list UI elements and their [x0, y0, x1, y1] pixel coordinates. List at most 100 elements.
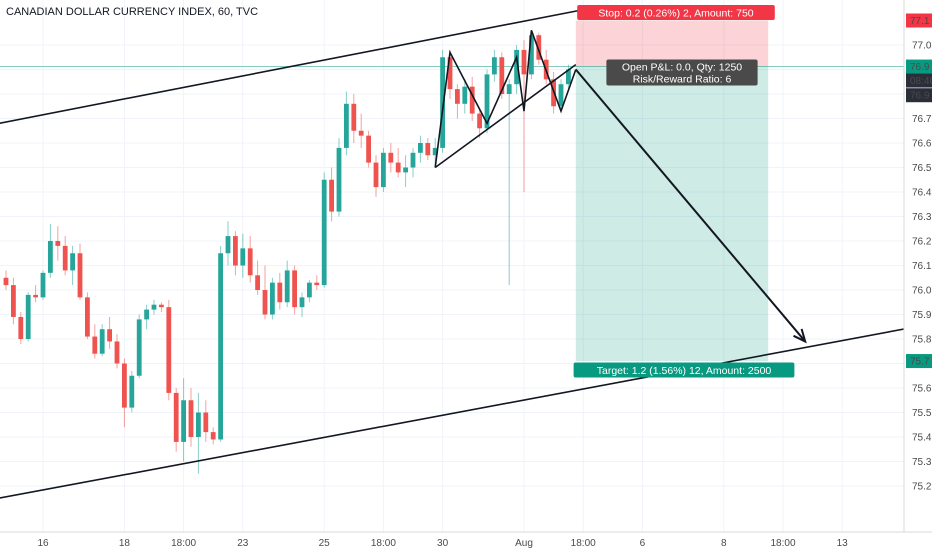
y-tick-label: 76.6 — [912, 139, 932, 150]
stop-zone — [575, 20, 769, 67]
forecast-arrow — [575, 68, 806, 343]
candle-body — [321, 179, 327, 286]
trend-line — [0, 7, 591, 124]
y-tick-label: 75.5 — [912, 408, 932, 419]
stop-label-box — [577, 5, 775, 20]
candle-body — [514, 49, 519, 85]
candle-body — [314, 282, 320, 286]
candle-body — [351, 103, 357, 131]
x-tick-label: Aug — [515, 538, 533, 549]
candle-body — [344, 103, 349, 148]
candle-body — [381, 152, 386, 188]
candle-body — [77, 253, 83, 298]
x-tick-label: 23 — [237, 538, 249, 549]
price-label-box — [906, 354, 932, 369]
candle-body — [25, 294, 31, 339]
candle-body — [299, 297, 305, 308]
y-tick-label: 76.4 — [912, 188, 932, 199]
candle-body — [336, 147, 342, 212]
candle-body — [499, 57, 505, 94]
candle-body — [425, 143, 431, 156]
candle-body — [136, 319, 142, 376]
candle-body — [366, 135, 371, 163]
target-zone — [575, 66, 769, 362]
x-tick-label: 18:00 — [371, 538, 396, 549]
candle-body — [210, 432, 216, 440]
chart-title: CANADIAN DOLLAR CURRENCY INDEX, 60, TVC — [6, 6, 258, 18]
candle-body — [196, 412, 201, 437]
candle-body — [40, 272, 46, 298]
candle-body — [203, 412, 209, 433]
time-axis-panel[interactable] — [0, 532, 932, 550]
y-tick-label: 75.9 — [912, 310, 932, 321]
candle-body — [218, 253, 223, 440]
pattern-zigzag — [434, 30, 577, 168]
x-tick-label: 25 — [319, 538, 331, 549]
candle-body — [440, 57, 445, 148]
candle-body — [410, 152, 416, 168]
x-tick-label: 8 — [721, 538, 727, 549]
x-tick-label: 18:00 — [171, 538, 196, 549]
target-label-text: Target: 1.2 (1.56%) 12, Amount: 2500 — [597, 365, 772, 377]
candle-body — [48, 241, 53, 273]
pnl-label-text: Open P&L: 0.0, Qty: 1250 — [622, 62, 742, 74]
x-tick-label: 30 — [437, 538, 449, 549]
candle-body — [33, 294, 38, 298]
y-tick-label: 76.5 — [912, 163, 932, 174]
candle-body — [11, 285, 16, 317]
price-axis-labels: 77.1 76.9 08:40 76.9 75.7 — [906, 13, 932, 369]
candle-body — [114, 341, 120, 364]
y-tick-label: 75.2 — [912, 482, 932, 493]
x-tick-label: 6 — [640, 538, 646, 549]
price-label-box — [906, 88, 932, 103]
trend-line — [0, 325, 917, 499]
candle-body — [107, 329, 112, 342]
candle-body — [99, 329, 105, 354]
candle-body — [506, 84, 512, 94]
candle-body — [284, 270, 290, 303]
y-tick-label: 75.6 — [912, 384, 932, 395]
y-tick-label: 75.8 — [912, 335, 932, 346]
candle-body — [292, 270, 297, 308]
pnl-label-box — [606, 59, 758, 86]
candle-body — [166, 307, 172, 393]
candle-body — [181, 400, 186, 442]
price-label-text: 76.9 — [910, 91, 930, 102]
candle-body — [270, 282, 275, 315]
candle-body — [373, 162, 379, 188]
candle-body — [521, 49, 527, 75]
price-label-box — [906, 59, 932, 74]
y-tick-label: 76.0 — [912, 286, 932, 297]
price-label-text: 08:40 — [910, 76, 932, 87]
candle-body — [403, 167, 408, 173]
candle-body — [240, 248, 246, 266]
x-tick-label: 18 — [119, 538, 131, 549]
y-tick-label: 76.1 — [912, 261, 932, 272]
candle-body — [85, 297, 90, 337]
candle-body — [129, 375, 135, 408]
candle-body — [144, 309, 149, 320]
candle-body — [477, 113, 482, 129]
candle-body — [225, 236, 231, 254]
candle-body — [469, 86, 475, 114]
price-label-box — [906, 13, 932, 28]
candle-body — [62, 245, 68, 271]
forecast-arrow-head — [793, 328, 807, 344]
y-tick-label: 76.3 — [912, 212, 932, 223]
x-tick-label: 18:00 — [770, 538, 795, 549]
candle-body — [188, 400, 194, 437]
candle-body — [566, 69, 571, 85]
candle-body — [536, 35, 542, 60]
trend-line — [434, 63, 577, 169]
price-label-text: 76.9 — [910, 62, 930, 73]
drawings[interactable] — [0, 7, 917, 499]
candle-body — [447, 57, 453, 90]
y-tick-label: 75.4 — [912, 433, 932, 444]
price-label-text: 77.1 — [910, 16, 930, 27]
candle-body — [122, 363, 127, 408]
x-tick-label: 13 — [837, 538, 849, 549]
candle-body — [262, 290, 268, 315]
candle-body — [529, 35, 534, 75]
candle-body — [307, 282, 312, 298]
